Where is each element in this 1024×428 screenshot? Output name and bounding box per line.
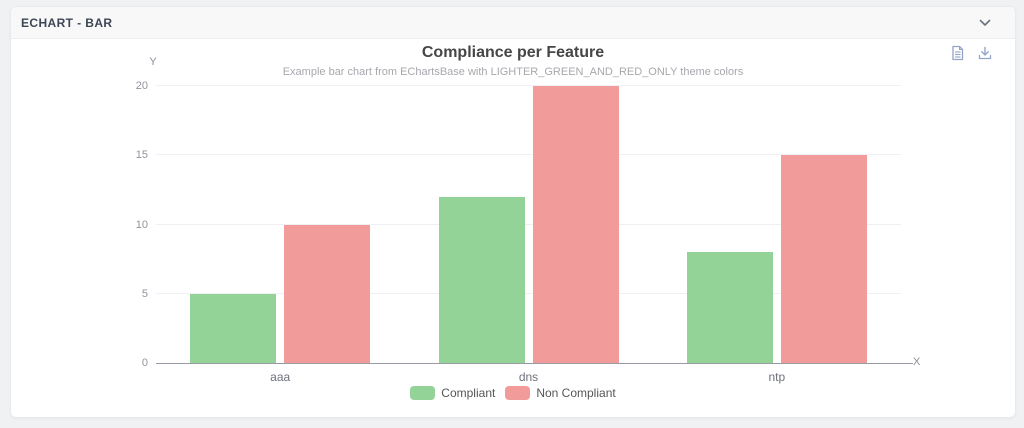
plot-area	[156, 85, 901, 363]
chart-container: Compliance per Feature Example bar chart…	[11, 39, 1015, 418]
bar-compliant-aaa[interactable]	[190, 293, 277, 363]
bar-compliant-dns[interactable]	[438, 196, 525, 363]
legend-item-compliant[interactable]: Compliant	[410, 386, 495, 400]
legend-label: Non Compliant	[536, 386, 616, 400]
panel-header: ECHART - BAR	[11, 7, 1015, 39]
bar-non-compliant-ntp[interactable]	[780, 155, 867, 363]
echart-bar-panel: ECHART - BAR Compliance per Feature Exam…	[10, 6, 1016, 418]
y-axis-name: Y	[149, 56, 157, 68]
gridline	[156, 292, 901, 294]
y-axis-tick-labels: 0 5 10 15 20	[11, 80, 148, 369]
legend-marker	[505, 386, 531, 400]
legend-marker	[410, 386, 436, 400]
save-as-image-icon[interactable]	[977, 45, 993, 61]
legend-label: Compliant	[441, 386, 496, 400]
x-category-label: aaa	[270, 370, 291, 384]
chart-title: Compliance per Feature	[421, 44, 605, 61]
x-axis-line	[156, 363, 913, 364]
chart-toolbox	[950, 45, 993, 61]
y-tick-label: 0	[141, 357, 148, 369]
bar-non-compliant-aaa[interactable]	[284, 224, 371, 363]
chevron-down-icon[interactable]	[979, 19, 991, 27]
gridline	[156, 154, 901, 156]
gridline	[156, 223, 901, 225]
data-view-icon[interactable]	[950, 45, 965, 61]
panel-title: ECHART - BAR	[21, 15, 113, 30]
x-axis-name: X	[913, 356, 921, 368]
bar-non-compliant-dns[interactable]	[532, 86, 619, 363]
bar-compliant-ntp[interactable]	[686, 252, 773, 363]
legend-item-non-compliant[interactable]: Non Compliant	[505, 386, 616, 400]
x-axis-category-labels: aaa dns ntp	[156, 370, 901, 384]
y-tick-label: 5	[141, 287, 148, 300]
chart-subtitle: Example bar chart from EChartsBase with …	[282, 66, 744, 78]
chart-legend: Compliant Non Compliant	[11, 386, 1015, 400]
x-category-label: dns	[518, 370, 539, 384]
y-tick-label: 20	[135, 80, 148, 92]
y-tick-label: 10	[135, 218, 148, 231]
gridline	[156, 85, 901, 86]
y-tick-label: 15	[135, 149, 148, 162]
x-category-label: ntp	[768, 370, 786, 384]
